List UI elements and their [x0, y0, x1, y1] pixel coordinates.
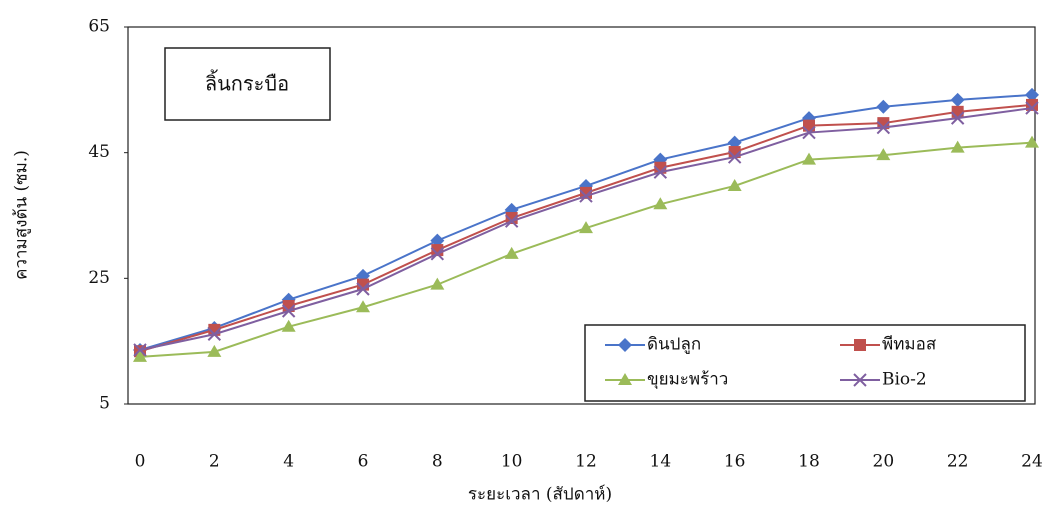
marker	[950, 140, 965, 153]
marker	[951, 105, 964, 118]
marker	[207, 327, 222, 341]
marker	[207, 344, 222, 357]
legend-box	[584, 324, 1026, 402]
marker	[356, 282, 370, 296]
legend-marker	[618, 373, 632, 385]
marker	[876, 99, 891, 114]
marker	[653, 165, 668, 179]
annotation: ลิ้นกระบือ	[205, 70, 289, 96]
marker	[802, 152, 816, 165]
x-tick-label: 18	[798, 452, 820, 472]
plot-area	[127, 26, 1036, 405]
x-tick-label: 0	[135, 452, 146, 472]
marker	[727, 150, 742, 164]
x-tick-label: 8	[432, 452, 443, 472]
y-tick-label: 5	[99, 394, 110, 414]
legend-marker	[854, 339, 866, 351]
marker	[505, 212, 518, 225]
x-tick-label: 22	[947, 452, 969, 472]
x-tick-label: 10	[501, 452, 523, 472]
y-tick-label: 25	[88, 268, 110, 288]
marker	[579, 221, 593, 234]
marker	[133, 343, 147, 357]
annotation-box	[164, 47, 331, 121]
marker	[504, 246, 519, 259]
marker	[1025, 101, 1039, 115]
legend-label: ขุยมะพร้าว	[647, 370, 728, 390]
x-tick-label: 14	[650, 452, 672, 472]
marker	[281, 304, 296, 318]
x-tick-label: 20	[873, 452, 895, 472]
marker	[876, 120, 891, 135]
marker	[1025, 135, 1039, 148]
marker	[803, 119, 815, 132]
marker	[281, 319, 296, 332]
x-tick-label: 6	[358, 452, 369, 472]
marker	[430, 277, 445, 290]
marker	[802, 125, 816, 140]
legend-marker	[853, 373, 867, 387]
x-axis-title: ระยะเวลา (สัปดาห์)	[468, 485, 612, 505]
marker	[1025, 87, 1039, 102]
x-tick-label: 2	[209, 452, 220, 472]
marker	[133, 349, 147, 362]
x-tick-label: 16	[724, 452, 746, 472]
marker	[950, 92, 965, 107]
legend-marker	[618, 338, 632, 352]
marker	[950, 111, 965, 125]
x-tick-label: 12	[575, 452, 597, 472]
marker	[877, 117, 890, 130]
marker	[727, 178, 742, 191]
legend-label: Bio-2	[882, 370, 927, 390]
marker	[579, 189, 593, 203]
y-tick-label: 45	[88, 142, 110, 162]
marker	[356, 300, 370, 313]
marker	[504, 214, 519, 228]
marker	[430, 247, 445, 261]
marker	[653, 197, 668, 210]
legend-label: ดินปลูก	[647, 335, 701, 355]
y-tick-label: 65	[88, 17, 110, 37]
x-tick-label: 24	[1021, 452, 1043, 472]
marker	[876, 148, 891, 161]
x-tick-label: 4	[283, 452, 294, 472]
legend-label: พีทมอส	[882, 335, 937, 355]
y-axis-title: ความสูงต้น (ซม.)	[12, 150, 32, 280]
